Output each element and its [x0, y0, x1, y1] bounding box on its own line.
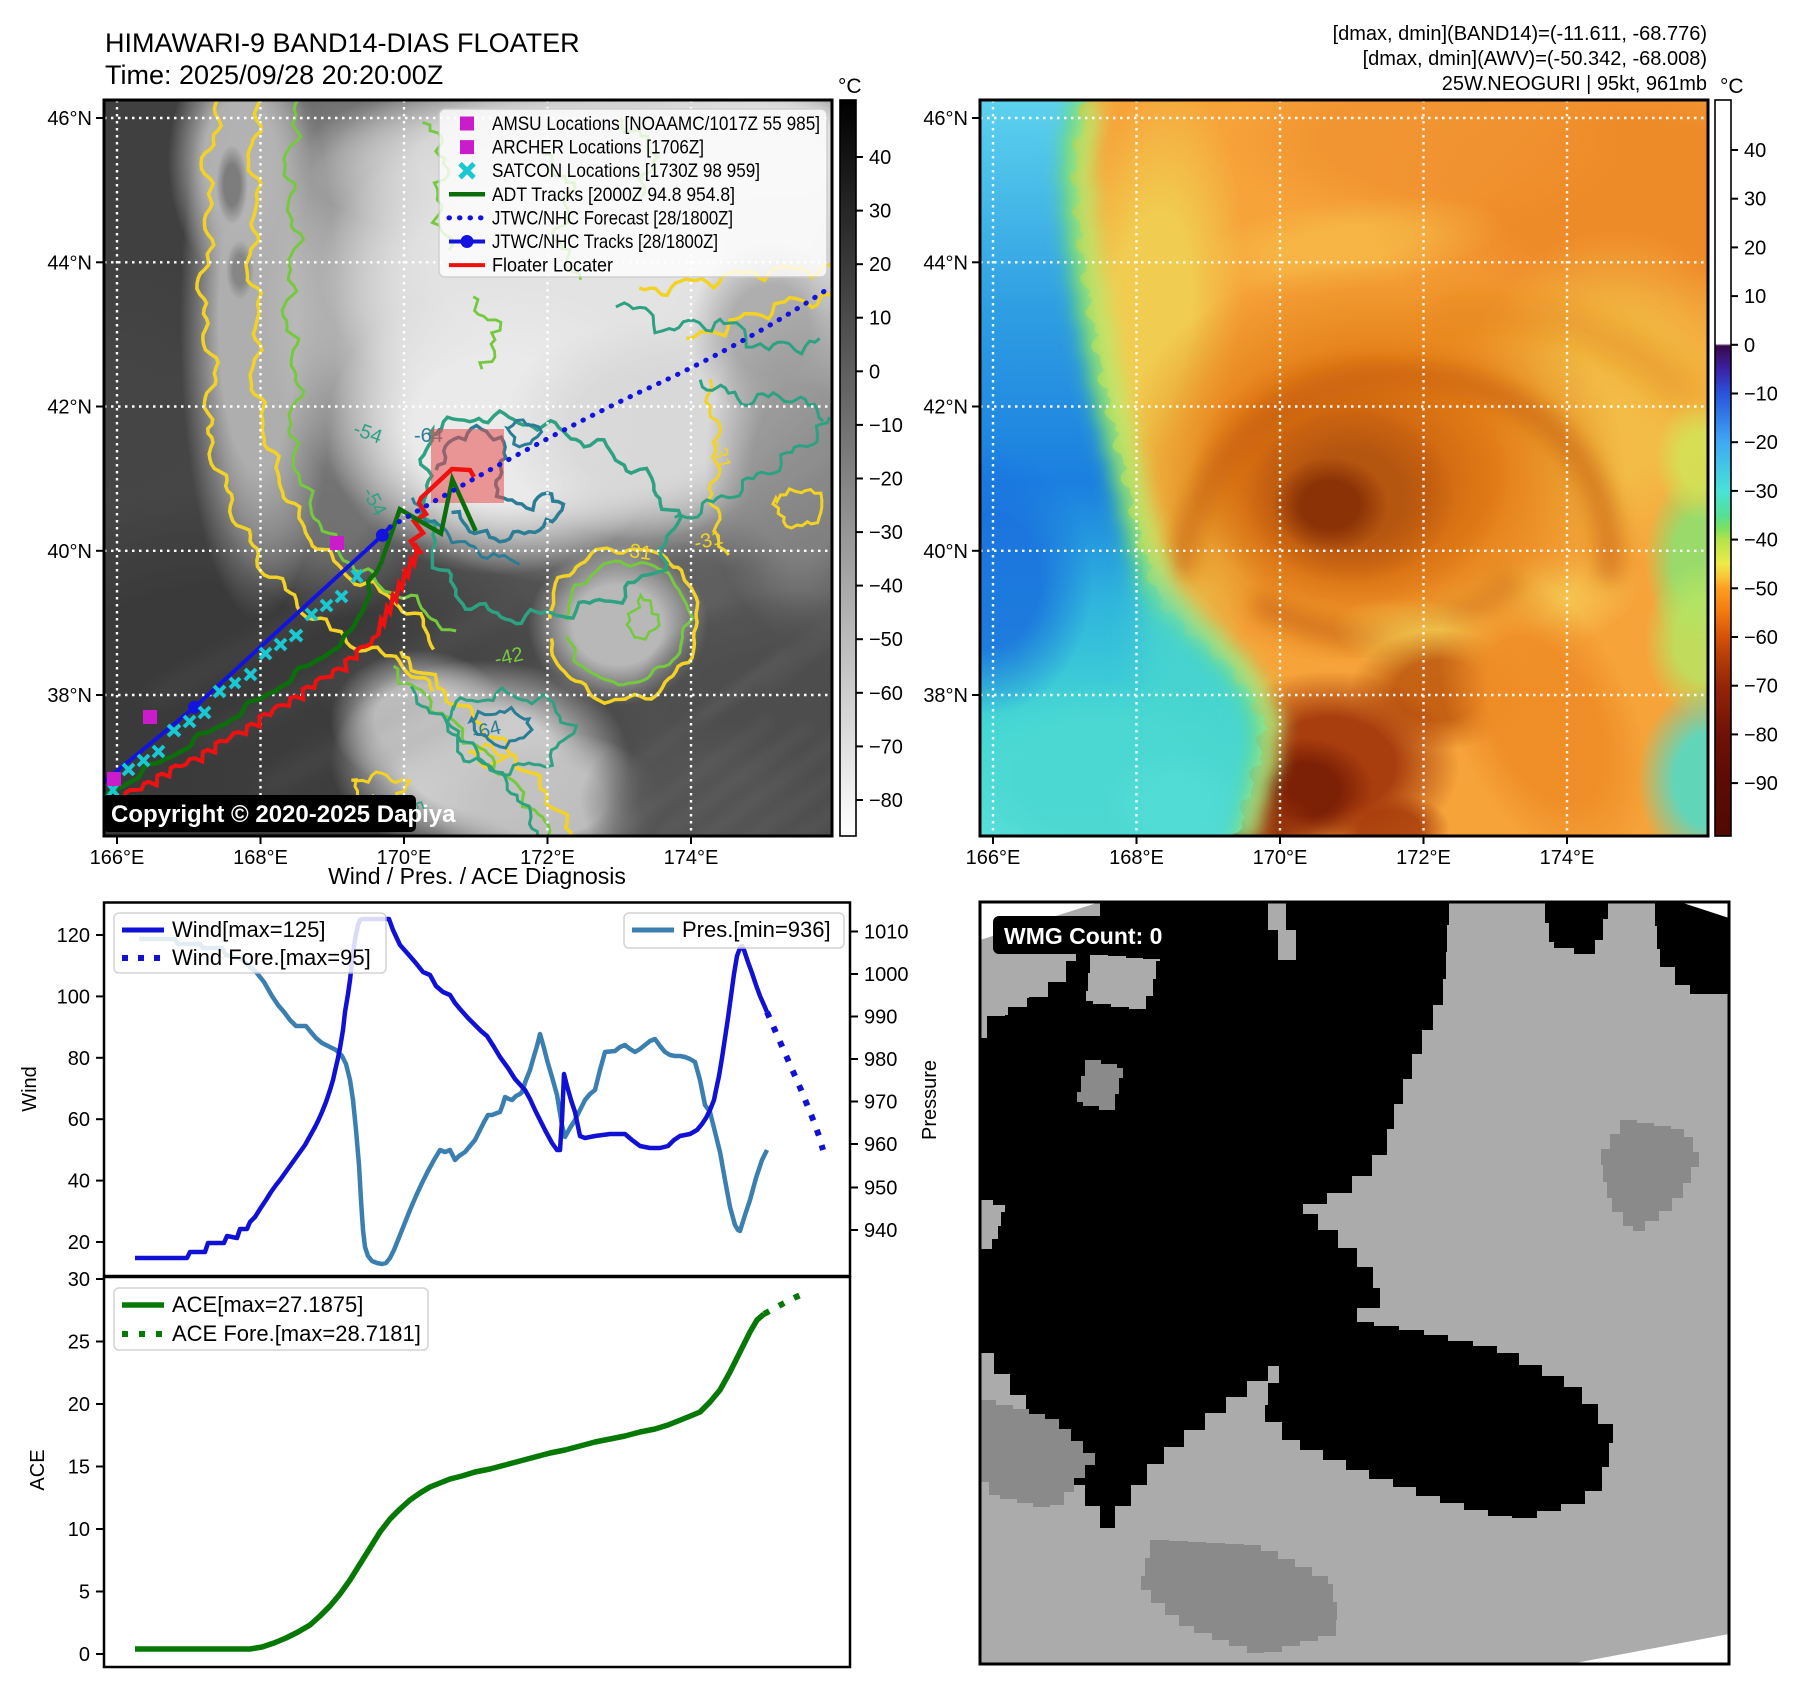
svg-text:40°N: 40°N — [923, 541, 968, 563]
svg-text:SATCON Locations [1730Z 98 959: SATCON Locations [1730Z 98 959] — [492, 160, 760, 182]
svg-text:10: 10 — [1744, 286, 1766, 308]
svg-text:44°N: 44°N — [923, 252, 968, 274]
svg-text:40: 40 — [68, 1171, 90, 1193]
svg-text:−70: −70 — [869, 736, 903, 758]
svg-text:-31: -31 — [621, 539, 653, 565]
svg-text:168°E: 168°E — [1109, 847, 1164, 869]
svg-text:−40: −40 — [869, 576, 903, 598]
svg-text:−30: −30 — [1744, 481, 1778, 503]
svg-text:38°N: 38°N — [923, 685, 968, 707]
svg-text:100: 100 — [57, 986, 90, 1008]
svg-text:170°E: 170°E — [377, 847, 432, 869]
svg-text:30: 30 — [1744, 189, 1766, 211]
svg-text:−70: −70 — [1744, 676, 1778, 698]
svg-text:−50: −50 — [869, 629, 903, 651]
svg-text:−60: −60 — [869, 683, 903, 705]
svg-text:Pres.[min=936]: Pres.[min=936] — [682, 917, 831, 942]
svg-text:174°E: 174°E — [664, 847, 719, 869]
svg-text:940: 940 — [864, 1220, 897, 1242]
svg-text:38°N: 38°N — [47, 685, 92, 707]
svg-text:°C: °C — [838, 75, 862, 98]
svg-text:25W.NEOGURI | 95kt, 961mb: 25W.NEOGURI | 95kt, 961mb — [1442, 73, 1707, 95]
svg-text:−10: −10 — [1744, 384, 1778, 406]
svg-text:950: 950 — [864, 1178, 897, 1200]
svg-text:960: 960 — [864, 1134, 897, 1156]
svg-text:120: 120 — [57, 925, 90, 947]
svg-text:174°E: 174°E — [1540, 847, 1595, 869]
svg-text:15: 15 — [68, 1457, 90, 1479]
svg-text:Wind: Wind — [19, 1066, 41, 1112]
svg-text:−80: −80 — [869, 790, 903, 812]
svg-text:Wind / Pres. / ACE Diagnosis: Wind / Pres. / ACE Diagnosis — [328, 863, 626, 889]
svg-text:[dmax, dmin](BAND14)=(-11.611,: [dmax, dmin](BAND14)=(-11.611, -68.776) — [1333, 23, 1707, 45]
svg-text:40°N: 40°N — [47, 541, 92, 563]
svg-text:44°N: 44°N — [47, 252, 92, 274]
svg-text:1000: 1000 — [864, 964, 909, 986]
svg-text:0: 0 — [79, 1644, 90, 1666]
svg-text:Copyright © 2020-2025 Dapiya: Copyright © 2020-2025 Dapiya — [111, 801, 456, 828]
svg-text:Time: 2025/09/28 20:20:00Z: Time: 2025/09/28 20:20:00Z — [105, 60, 443, 90]
svg-text:25: 25 — [68, 1332, 90, 1354]
svg-text:1010: 1010 — [864, 922, 909, 944]
svg-text:−60: −60 — [1744, 627, 1778, 649]
svg-text:10: 10 — [68, 1519, 90, 1541]
svg-text:ADT Tracks [2000Z 94.8 954.8]: ADT Tracks [2000Z 94.8 954.8] — [492, 184, 735, 206]
svg-text:Floater Locater: Floater Locater — [492, 255, 613, 277]
svg-text:60: 60 — [68, 1109, 90, 1131]
svg-text:WMG Count: 0: WMG Count: 0 — [1004, 923, 1162, 949]
svg-text:10: 10 — [869, 308, 891, 330]
svg-text:970: 970 — [864, 1092, 897, 1114]
svg-text:HIMAWARI-9 BAND14-DIAS FLOATER: HIMAWARI-9 BAND14-DIAS FLOATER — [105, 28, 580, 58]
svg-text:0: 0 — [869, 361, 880, 383]
svg-text:980: 980 — [864, 1049, 897, 1071]
svg-text:20: 20 — [1744, 237, 1766, 259]
svg-text:°C: °C — [1720, 75, 1744, 98]
svg-text:ACE Fore.[max=28.7181]: ACE Fore.[max=28.7181] — [172, 1321, 421, 1346]
svg-text:−40: −40 — [1744, 530, 1778, 552]
svg-text:172°E: 172°E — [1396, 847, 1451, 869]
svg-text:80: 80 — [68, 1048, 90, 1070]
svg-text:−10: −10 — [869, 415, 903, 437]
svg-text:−80: −80 — [1744, 724, 1778, 746]
svg-text:ARCHER Locations [1706Z]: ARCHER Locations [1706Z] — [492, 137, 704, 159]
svg-text:AMSU Locations [NOAAMC/1017Z 5: AMSU Locations [NOAAMC/1017Z 55 985] — [492, 113, 820, 135]
svg-text:−20: −20 — [869, 469, 903, 491]
svg-text:20: 20 — [68, 1232, 90, 1254]
svg-text:40: 40 — [1744, 140, 1766, 162]
svg-text:20: 20 — [869, 254, 891, 276]
svg-text:−30: −30 — [869, 522, 903, 544]
svg-text:[dmax, dmin](AWV)=(-50.342, -6: [dmax, dmin](AWV)=(-50.342, -68.008) — [1363, 48, 1707, 70]
svg-text:46°N: 46°N — [923, 108, 968, 130]
svg-text:168°E: 168°E — [233, 847, 288, 869]
svg-text:JTWC/NHC Forecast [28/1800Z]: JTWC/NHC Forecast [28/1800Z] — [492, 207, 733, 229]
svg-text:170°E: 170°E — [1253, 847, 1308, 869]
svg-text:−20: −20 — [1744, 432, 1778, 454]
svg-text:Pressure: Pressure — [919, 1060, 941, 1140]
svg-text:0: 0 — [1744, 335, 1755, 357]
svg-text:990: 990 — [864, 1007, 897, 1029]
svg-text:−90: −90 — [1744, 773, 1778, 795]
svg-text:172°E: 172°E — [520, 847, 575, 869]
svg-text:42°N: 42°N — [923, 397, 968, 419]
svg-text:42°N: 42°N — [47, 397, 92, 419]
svg-text:ACE: ACE — [27, 1449, 49, 1490]
svg-text:30: 30 — [68, 1269, 90, 1291]
svg-text:−50: −50 — [1744, 578, 1778, 600]
svg-text:Wind Fore.[max=95]: Wind Fore.[max=95] — [172, 945, 371, 970]
svg-text:30: 30 — [869, 201, 891, 223]
svg-text:ACE[max=27.1875]: ACE[max=27.1875] — [172, 1292, 363, 1317]
svg-text:Wind[max=125]: Wind[max=125] — [172, 917, 325, 942]
svg-text:166°E: 166°E — [966, 847, 1021, 869]
svg-text:5: 5 — [79, 1582, 90, 1604]
svg-text:46°N: 46°N — [47, 108, 92, 130]
svg-text:20: 20 — [68, 1394, 90, 1416]
svg-text:JTWC/NHC Tracks [28/1800Z]: JTWC/NHC Tracks [28/1800Z] — [492, 231, 718, 253]
svg-text:40: 40 — [869, 147, 891, 169]
svg-text:166°E: 166°E — [90, 847, 145, 869]
